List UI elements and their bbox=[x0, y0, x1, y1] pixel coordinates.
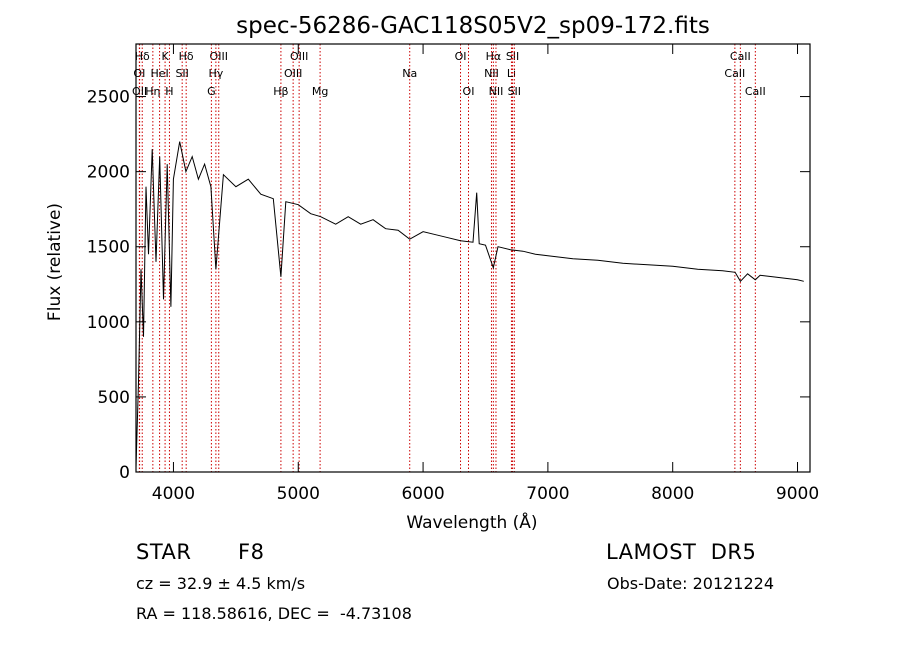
line-label: CaII bbox=[730, 50, 751, 63]
redshift-velocity: cz = 32.9 ± 4.5 km/s bbox=[136, 574, 306, 593]
axes: 4000 5000 6000 7000 8000 9000 0 500 1000 1500 2000… bbox=[87, 44, 819, 504]
line-label: H bbox=[165, 85, 173, 98]
coordinates: RA = 118.58616, DEC = -4.73108 bbox=[136, 604, 412, 623]
x-axis-label: Wavelength (Å) bbox=[406, 511, 537, 533]
spectral-line-markers: HδOIOIIHηHeIKHHδSIIOIIIHγGHβOIIIOIIIMgNa… bbox=[132, 44, 766, 472]
survey-release: LAMOST DR5 bbox=[606, 540, 757, 564]
line-label: Mg bbox=[312, 85, 328, 98]
line-label: CaII bbox=[724, 67, 745, 80]
line-label: OIII bbox=[210, 50, 228, 63]
line-label: SII bbox=[508, 85, 521, 98]
observation-date: Obs-Date: 20121224 bbox=[607, 574, 775, 593]
plot-frame bbox=[135, 43, 811, 473]
line-label: OIII bbox=[284, 67, 302, 80]
line-label: SII bbox=[175, 67, 188, 80]
line-label: G bbox=[207, 85, 216, 98]
line-label: NII bbox=[489, 85, 504, 98]
y-axis-label: Flux (relative) bbox=[45, 203, 65, 321]
line-label: Na bbox=[402, 67, 417, 80]
flux-series bbox=[135, 141, 804, 468]
x-tick-label: 5000 bbox=[277, 484, 320, 504]
line-label: Li bbox=[507, 67, 516, 80]
y-tick-label: 2500 bbox=[87, 88, 130, 108]
line-label: NII bbox=[484, 67, 499, 80]
line-label: SII bbox=[506, 50, 519, 63]
x-tick-label: 6000 bbox=[401, 484, 444, 504]
y-tick-label: 2000 bbox=[87, 163, 130, 183]
flux-line bbox=[135, 141, 804, 468]
y-tick-label: 0 bbox=[119, 463, 130, 483]
line-label: OI bbox=[463, 85, 475, 98]
line-label: K bbox=[161, 50, 169, 63]
spectral-subclass: F8 bbox=[238, 540, 265, 564]
y-tick-label: 1000 bbox=[87, 313, 130, 333]
line-label: Hβ bbox=[273, 85, 288, 98]
line-label: OIII bbox=[290, 50, 308, 63]
line-label: HeI bbox=[150, 67, 168, 80]
x-tick-label: 8000 bbox=[651, 484, 694, 504]
y-tick-label: 500 bbox=[98, 388, 130, 408]
x-tick-label: 4000 bbox=[152, 484, 195, 504]
line-label: Hα bbox=[486, 50, 502, 63]
line-label: Hδ bbox=[179, 50, 194, 63]
chart-title: spec-56286-GAC118S05V2_sp09-172.fits bbox=[236, 13, 710, 39]
y-tick-label: 1500 bbox=[87, 238, 130, 258]
object-type: STAR bbox=[136, 540, 192, 564]
line-label: Hγ bbox=[208, 67, 223, 80]
line-label: OI bbox=[455, 50, 467, 63]
line-label: Hη bbox=[145, 85, 160, 98]
x-tick-label: 7000 bbox=[526, 484, 569, 504]
line-label: Hδ bbox=[135, 50, 150, 63]
line-label: CaII bbox=[745, 85, 766, 98]
x-tick-label: 9000 bbox=[776, 484, 819, 504]
